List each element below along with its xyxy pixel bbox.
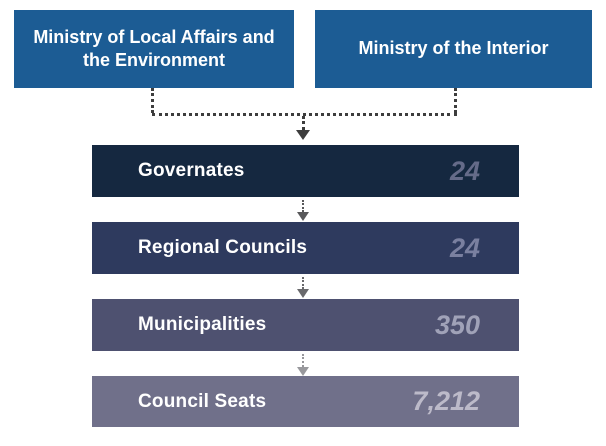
level-label: Council Seats	[138, 390, 267, 412]
connector-horizontal-line	[152, 113, 457, 116]
level-label: Governates	[138, 160, 245, 181]
ministry-label: Ministry of the Interior	[358, 38, 549, 59]
connector-stem	[302, 354, 304, 367]
connector-stem	[302, 200, 304, 212]
level-value: 350	[434, 309, 480, 340]
level-label: Municipalities	[138, 314, 267, 335]
arrow-down-icon	[297, 289, 309, 298]
ministry-label: Ministry of Local Affairs and the Enviro…	[33, 26, 275, 70]
level-value: 24	[449, 155, 480, 186]
ministry-box-interior: Ministry of the Interior	[315, 10, 592, 88]
level-bar-regional-councils: Regional Councils 24	[92, 222, 519, 274]
arrow-down-icon	[297, 367, 309, 376]
connector-right-stem	[454, 88, 457, 113]
level-value: 24	[449, 232, 480, 263]
connector-left-stem	[151, 88, 154, 113]
level-label: Regional Councils	[138, 237, 308, 258]
level-bar-municipalities: Municipalities 350	[92, 299, 519, 351]
arrow-down-icon	[296, 130, 310, 140]
connector-center-stem	[302, 116, 305, 130]
connector-stem	[302, 277, 304, 289]
level-bar-governates: Governates 24	[92, 145, 519, 197]
arrow-down-icon	[297, 212, 309, 221]
level-value: 7,212	[412, 386, 480, 416]
ministry-box-local-affairs: Ministry of Local Affairs and the Enviro…	[14, 10, 294, 88]
level-bar-council-seats: Council Seats 7,212	[92, 376, 519, 427]
